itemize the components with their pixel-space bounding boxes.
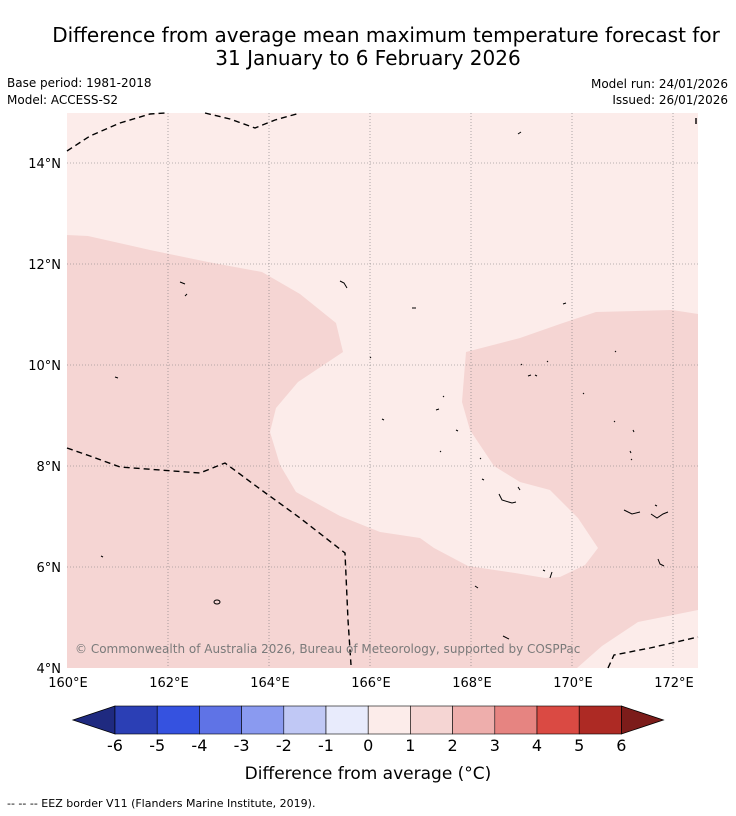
colorbar-tick-label: 5 xyxy=(574,736,584,755)
lat-label: 6°N xyxy=(37,561,62,576)
eez-borders xyxy=(66,112,699,669)
lat-label: 14°N xyxy=(28,157,61,172)
colorbar-tick-label: 6 xyxy=(616,736,626,755)
eez-legend-note: -- -- -- EEZ border V11 (Flanders Marine… xyxy=(7,797,316,810)
colorbar-bin xyxy=(199,705,242,735)
islands xyxy=(100,131,669,640)
colorbar-bin xyxy=(452,705,496,735)
colorbar-tick-label: 1 xyxy=(405,736,415,755)
map-panel xyxy=(66,112,699,669)
slight-warm-region-north xyxy=(67,113,698,578)
colorbar-bin xyxy=(241,705,285,735)
lon-label: 160°E xyxy=(48,676,88,691)
colorbar-bin xyxy=(410,705,453,735)
colorbar-bin xyxy=(283,705,327,735)
colorbar-bin xyxy=(494,705,538,735)
longitude-labels: 160°E 162°E 164°E 166°E 168°E 170°E 172°… xyxy=(48,676,694,691)
colorbar-tick-label: -1 xyxy=(318,736,334,755)
slight-warm-region-southeast xyxy=(577,610,698,668)
lon-label: 164°E xyxy=(250,676,290,691)
colorbar-bin xyxy=(536,705,580,735)
colorbar-bin xyxy=(325,705,369,735)
map-title-line1: Difference from average mean maximum tem… xyxy=(52,23,720,47)
map-title-line2: 31 January to 6 February 2026 xyxy=(215,46,521,70)
colorbar-tick-label: 2 xyxy=(448,736,458,755)
colorbar-bin xyxy=(578,705,622,735)
colorbar-tick-label: -6 xyxy=(107,736,123,755)
colorbar-bin xyxy=(156,705,200,735)
colorbar-bin xyxy=(114,705,158,735)
colorbar-tick-label: 3 xyxy=(490,736,500,755)
graticule xyxy=(67,113,698,668)
colorbar-tick-label: -3 xyxy=(234,736,250,755)
lon-label: 168°E xyxy=(452,676,492,691)
latitude-labels: 14°N 12°N 10°N 8°N 6°N 4°N xyxy=(28,157,61,677)
colorbar-bin xyxy=(367,705,411,735)
colorbar-tick-label: -2 xyxy=(276,736,292,755)
colorbar: -6 -5 -4 -3 -2 -1 0 1 2 3 4 5 6 xyxy=(71,705,665,755)
model-run: Model run: 24/01/2026 xyxy=(590,77,728,91)
colorbar-tick-label: 0 xyxy=(363,736,373,755)
copyright-notice: © Commonwealth of Australia 2026, Bureau… xyxy=(75,642,580,656)
colorbar-tick-label: 4 xyxy=(532,736,542,755)
model-name: Model: ACCESS-S2 xyxy=(7,93,119,107)
lat-label: 4°N xyxy=(37,662,62,677)
lon-label: 162°E xyxy=(149,676,189,691)
colorbar-tick-label: -5 xyxy=(149,736,165,755)
lat-label: 10°N xyxy=(28,359,61,374)
issued-date: Issued: 26/01/2026 xyxy=(612,93,728,107)
lon-label: 166°E xyxy=(351,676,391,691)
lat-label: 12°N xyxy=(28,258,61,273)
colorbar-extend-high xyxy=(621,705,665,735)
colorbar-extend-low xyxy=(71,705,116,735)
base-period: Base period: 1981-2018 xyxy=(7,76,152,90)
lat-label: 8°N xyxy=(37,460,62,475)
colorbar-tick-label: -4 xyxy=(191,736,207,755)
lon-label: 172°E xyxy=(654,676,694,691)
colorbar-label: Difference from average (°C) xyxy=(244,764,492,784)
lon-label: 170°E xyxy=(553,676,593,691)
